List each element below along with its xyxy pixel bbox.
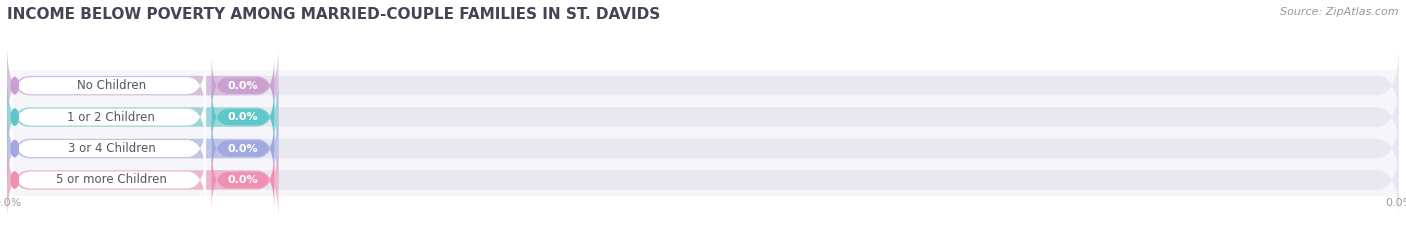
FancyBboxPatch shape	[7, 108, 1399, 189]
Text: 0.0%: 0.0%	[228, 81, 259, 91]
FancyBboxPatch shape	[7, 45, 1399, 126]
Text: 0.0%: 0.0%	[228, 175, 259, 185]
Text: No Children: No Children	[77, 79, 146, 92]
Circle shape	[11, 109, 18, 125]
FancyBboxPatch shape	[11, 83, 207, 151]
FancyBboxPatch shape	[212, 88, 274, 147]
Text: 0.0%: 0.0%	[228, 144, 259, 154]
FancyBboxPatch shape	[7, 76, 278, 158]
FancyBboxPatch shape	[7, 139, 278, 221]
Text: INCOME BELOW POVERTY AMONG MARRIED-COUPLE FAMILIES IN ST. DAVIDS: INCOME BELOW POVERTY AMONG MARRIED-COUPL…	[7, 7, 661, 22]
FancyBboxPatch shape	[11, 114, 207, 183]
FancyBboxPatch shape	[7, 76, 1399, 158]
FancyBboxPatch shape	[7, 45, 278, 126]
FancyBboxPatch shape	[11, 51, 207, 120]
FancyBboxPatch shape	[212, 119, 274, 178]
Text: 0.0%: 0.0%	[228, 112, 259, 122]
Circle shape	[11, 77, 18, 94]
Text: 1 or 2 Children: 1 or 2 Children	[67, 111, 155, 123]
Circle shape	[11, 172, 18, 188]
FancyBboxPatch shape	[11, 146, 207, 214]
FancyBboxPatch shape	[7, 139, 1399, 221]
FancyBboxPatch shape	[212, 151, 274, 209]
Text: 3 or 4 Children: 3 or 4 Children	[67, 142, 155, 155]
FancyBboxPatch shape	[7, 108, 278, 189]
Text: Source: ZipAtlas.com: Source: ZipAtlas.com	[1281, 7, 1399, 17]
Circle shape	[11, 140, 18, 157]
Text: 5 or more Children: 5 or more Children	[56, 174, 167, 186]
FancyBboxPatch shape	[212, 56, 274, 115]
